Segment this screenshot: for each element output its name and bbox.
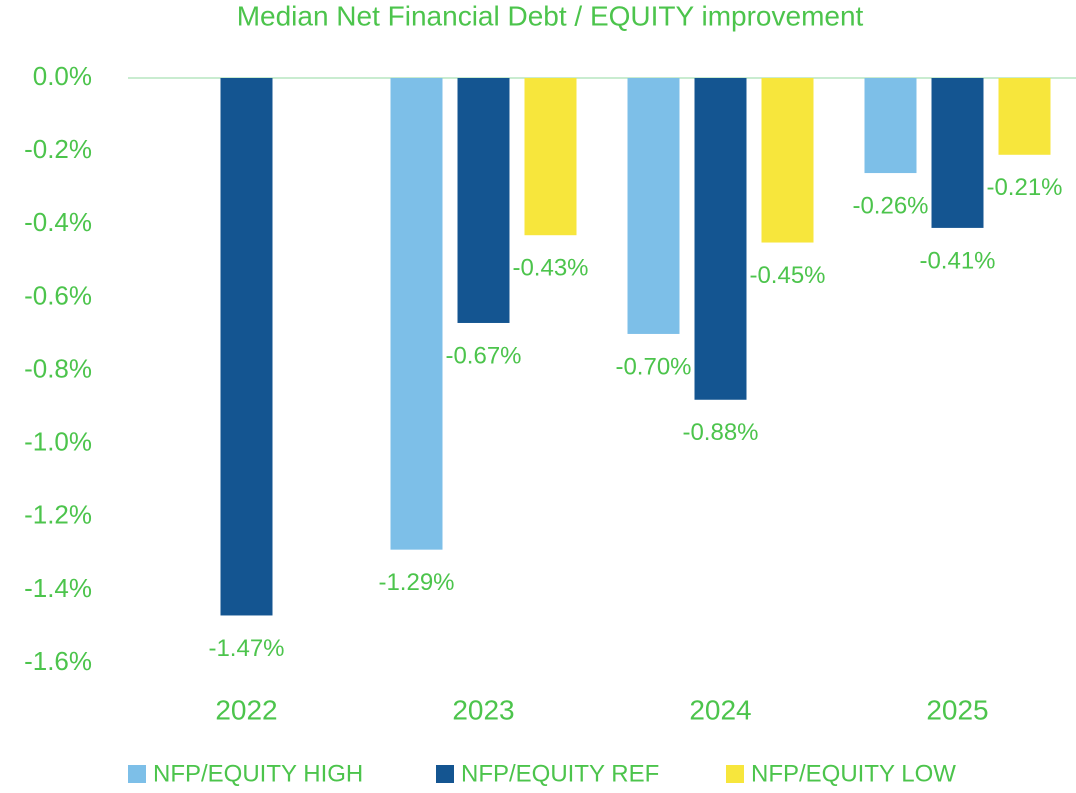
bar bbox=[694, 78, 747, 400]
bar bbox=[457, 78, 510, 323]
legend-label: NFP/EQUITY LOW bbox=[751, 760, 956, 787]
data-label: -0.43% bbox=[512, 255, 588, 282]
y-tick-label: -1.2% bbox=[24, 500, 92, 530]
data-label: -1.29% bbox=[378, 569, 454, 596]
x-tick-label: 2025 bbox=[926, 694, 988, 725]
bar bbox=[220, 78, 273, 616]
x-tick-label: 2022 bbox=[215, 694, 277, 725]
y-tick-label: -0.6% bbox=[24, 280, 92, 310]
x-tick-label: 2024 bbox=[689, 694, 751, 725]
y-tick-label: -0.8% bbox=[24, 353, 92, 383]
data-label: -0.67% bbox=[445, 342, 521, 369]
legend-swatch bbox=[436, 765, 454, 783]
data-label: -0.45% bbox=[749, 262, 825, 289]
legend-label: NFP/EQUITY REF bbox=[461, 760, 659, 787]
data-label: -0.41% bbox=[919, 247, 995, 274]
legend-label: NFP/EQUITY HIGH bbox=[153, 760, 363, 787]
legend-swatch bbox=[726, 765, 744, 783]
data-label: -0.21% bbox=[986, 174, 1062, 201]
bar bbox=[931, 78, 984, 228]
bar bbox=[761, 78, 814, 243]
y-tick-label: -1.4% bbox=[24, 573, 92, 603]
bar bbox=[390, 78, 443, 550]
y-tick-label: -1.0% bbox=[24, 427, 92, 457]
y-tick-label: 0.0% bbox=[33, 61, 92, 91]
y-tick-label: -1.6% bbox=[24, 646, 92, 676]
y-tick-label: -0.4% bbox=[24, 207, 92, 237]
bar bbox=[524, 78, 577, 236]
data-label: -1.47% bbox=[208, 635, 284, 662]
data-label: -0.26% bbox=[852, 192, 928, 219]
bar bbox=[627, 78, 680, 334]
x-tick-label: 2023 bbox=[452, 694, 514, 725]
bar bbox=[864, 78, 917, 174]
legend-swatch bbox=[128, 765, 146, 783]
data-label: -0.88% bbox=[682, 419, 758, 446]
chart-title: Median Net Financial Debt / EQUITY impro… bbox=[237, 0, 864, 31]
data-label: -0.70% bbox=[615, 353, 691, 380]
y-tick-label: -0.2% bbox=[24, 134, 92, 164]
bar bbox=[998, 78, 1051, 155]
